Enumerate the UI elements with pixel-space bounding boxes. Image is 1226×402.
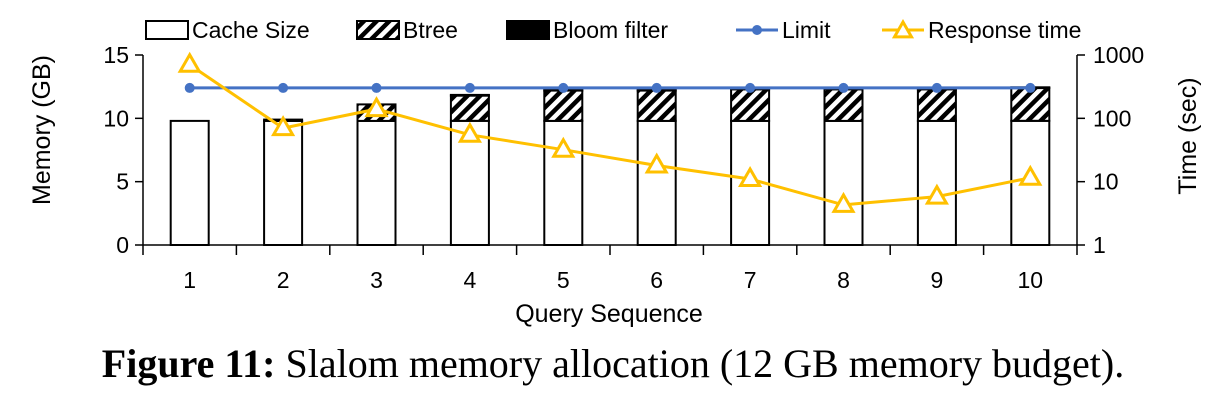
figure-caption: Figure 11: Slalom memory allocation (12 … <box>0 340 1226 387</box>
bar-btree <box>823 88 864 122</box>
bar-btree <box>543 89 584 122</box>
x-axis-title: Query Sequence <box>515 300 703 328</box>
point-response-time <box>738 165 763 187</box>
x-tick-label: 10 <box>1018 267 1044 293</box>
legend: Cache Size Btree Bloom filter Limit Response… <box>145 17 1081 43</box>
bar-cache-size <box>636 119 677 246</box>
chart: Cache Size Btree Bloom filter Limit Response… <box>28 17 1202 328</box>
point-limit <box>371 82 382 93</box>
x-tick-label: 1 <box>183 267 196 293</box>
lines <box>177 51 1043 213</box>
bar-cache-size <box>823 119 864 246</box>
point-limit <box>838 82 849 93</box>
x-tick-label: 5 <box>557 267 570 293</box>
point-response-time <box>644 152 669 174</box>
legend-swatch-bloom-filter <box>506 20 550 40</box>
point-response-time <box>831 191 856 213</box>
point-limit <box>931 82 942 93</box>
bar-btree <box>730 88 771 122</box>
y2-tick-label: 10 <box>1093 169 1119 195</box>
x-tick-label: 6 <box>650 267 663 293</box>
caption-text: Slalom memory allocation (12 GB memory b… <box>275 341 1125 386</box>
bar-cache-size <box>169 119 210 246</box>
bars <box>169 86 1051 246</box>
x-tick-label: 9 <box>931 267 944 293</box>
legend-label-btree: Btree <box>403 17 458 43</box>
x-tick-label: 2 <box>277 267 290 293</box>
y-axis-title: Memory (GB) <box>28 55 56 205</box>
y-tick-label: 0 <box>116 232 129 258</box>
legend-marker-response-time <box>891 18 915 39</box>
y2-axis-title: Time (sec) <box>1174 77 1202 194</box>
point-limit <box>184 82 195 93</box>
x-tick-label: 7 <box>744 267 757 293</box>
legend-label-bloom-filter: Bloom filter <box>553 17 668 43</box>
point-response-time <box>177 51 202 73</box>
bar-cache-size <box>916 119 957 246</box>
point-limit <box>745 82 756 93</box>
y-tick-label: 15 <box>103 42 129 68</box>
legend-label-response-time: Response time <box>928 17 1081 43</box>
bar-cache-size <box>356 119 397 246</box>
y-tick-label: 5 <box>116 169 129 195</box>
legend-marker-limit <box>752 25 762 35</box>
y2-tick-label: 100 <box>1093 105 1131 131</box>
point-response-time <box>551 136 576 158</box>
axes: 0 5 10 15 1 10 100 1000 1 2 3 4 5 6 7 8 9 10 <box>103 42 1144 293</box>
x-tick-label: 4 <box>464 267 477 293</box>
legend-label-limit: Limit <box>782 17 831 43</box>
point-response-time <box>457 121 482 143</box>
bar-cache-size <box>263 119 304 246</box>
bar-btree <box>636 89 677 122</box>
legend-swatch-cache-size <box>145 20 189 40</box>
point-response-time <box>924 183 949 205</box>
y-tick-label: 10 <box>103 105 129 131</box>
legend-label-cache-size: Cache Size <box>192 17 310 43</box>
point-limit <box>651 82 662 93</box>
bar-btree <box>916 88 957 122</box>
y2-tick-label: 1000 <box>1093 42 1144 68</box>
x-tick-label: 8 <box>837 267 850 293</box>
bar-btree <box>1010 86 1051 122</box>
point-response-time <box>364 96 389 118</box>
point-response-time <box>1018 164 1043 186</box>
y2-tick-label: 1 <box>1093 232 1106 258</box>
bar-btree <box>449 94 490 122</box>
point-response-time <box>271 115 296 137</box>
point-limit <box>1025 82 1036 93</box>
point-limit <box>558 82 569 93</box>
caption-label: Figure 11: <box>101 341 276 386</box>
point-limit <box>464 82 475 93</box>
legend-swatch-btree <box>356 20 400 40</box>
x-tick-label: 3 <box>370 267 383 293</box>
point-limit <box>278 82 289 93</box>
line-response-time <box>188 63 1031 207</box>
bar-bloom-filter <box>449 93 490 97</box>
